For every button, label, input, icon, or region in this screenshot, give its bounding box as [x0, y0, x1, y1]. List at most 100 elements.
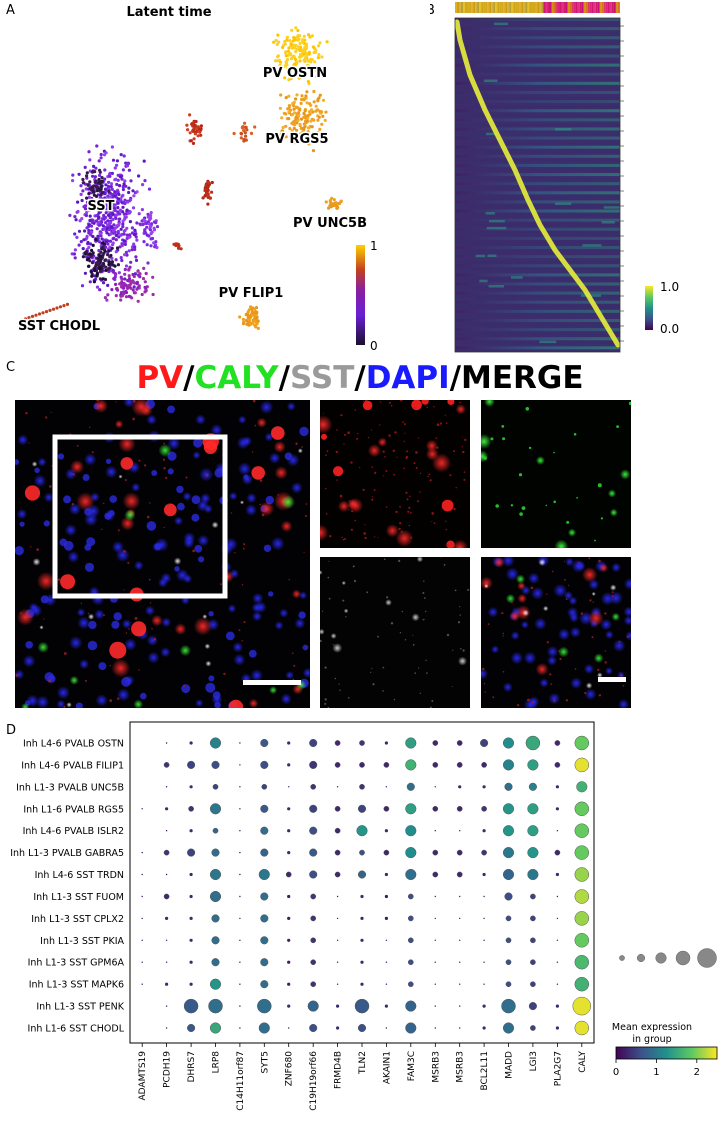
dot-mark [287, 916, 291, 920]
umap-point [81, 177, 85, 182]
cell-marker [379, 401, 382, 403]
cell-marker [463, 471, 466, 473]
heatmap-top-cell [503, 2, 506, 13]
umap-point [195, 127, 199, 131]
umap-point [122, 239, 127, 243]
cell-marker [398, 559, 401, 562]
umap-point [85, 255, 89, 259]
cell-marker [609, 591, 623, 605]
cell-marker [553, 583, 567, 598]
cell-marker [94, 609, 105, 620]
heatmap-row [455, 94, 620, 98]
cell-marker [569, 626, 581, 638]
dot-mark [187, 1023, 196, 1033]
heatmap-row [455, 87, 620, 92]
heatmap-top-cell [463, 2, 466, 13]
cell-marker [406, 498, 409, 501]
heatmap-row [455, 322, 620, 326]
group-label: Inh L4-6 PVALB FILIP1 [21, 760, 124, 771]
dot-mark [405, 803, 417, 815]
cell-marker [205, 660, 212, 667]
dot-mark [530, 981, 536, 988]
umap-point [122, 229, 126, 233]
umap-point [81, 247, 85, 251]
cell-marker [502, 635, 504, 637]
cell-marker [404, 639, 407, 641]
umap-point [132, 285, 136, 289]
umap-point [284, 135, 288, 139]
umap-point [310, 125, 314, 129]
heatmap-row [455, 18, 620, 22]
cell-marker [622, 684, 625, 687]
cell-marker [582, 567, 598, 583]
cell-marker [167, 468, 174, 475]
umap-point [99, 234, 103, 238]
umap-point [275, 42, 279, 47]
dot-mark [576, 781, 588, 793]
dot-mark [527, 803, 539, 815]
cell-marker [22, 654, 36, 668]
umap-point [48, 308, 52, 312]
umap-point [243, 131, 247, 135]
cell-marker [280, 520, 293, 533]
umap-point [292, 64, 296, 69]
umap-point [122, 232, 126, 236]
cell-marker [15, 674, 19, 677]
cell-marker [623, 606, 631, 618]
umap-point [232, 131, 236, 136]
panel-a-title: Latent time [126, 5, 211, 20]
umap-point [125, 226, 129, 230]
umap-point [295, 93, 299, 97]
dot-mark [239, 764, 241, 766]
dot-mark [360, 938, 364, 942]
umap-point [114, 213, 118, 217]
heatmap-row [455, 48, 620, 52]
umap-point [129, 279, 133, 283]
cell-marker [56, 699, 66, 708]
dot-mark [530, 937, 536, 944]
dot-mark [309, 826, 318, 835]
umap-point [138, 275, 142, 279]
umap-point [125, 253, 129, 257]
umap-point [143, 179, 147, 183]
cell-marker [436, 423, 440, 426]
cell-marker [167, 504, 170, 506]
umap-point [128, 233, 132, 237]
cell-marker [374, 536, 376, 538]
umap-point [92, 190, 96, 194]
dot-mark [405, 1022, 417, 1034]
gene-label: C14H11orf87 [236, 1051, 246, 1111]
dot-mark [504, 892, 513, 901]
umap-point [81, 181, 85, 185]
cell-marker [535, 456, 545, 465]
dot-mark [189, 894, 193, 899]
dot-mark [504, 782, 513, 791]
heatmap-row [455, 182, 620, 186]
umap-point [112, 223, 116, 227]
umap-point [302, 48, 307, 52]
cell-marker [288, 579, 290, 581]
umap-point [238, 315, 242, 319]
heatmap-top-cell [489, 2, 492, 13]
heatmap-row [455, 282, 620, 286]
heatmap-row [455, 179, 620, 183]
umap-point [111, 229, 115, 233]
cell-marker [558, 628, 571, 641]
cell-marker [433, 522, 436, 524]
dot-mark [502, 825, 515, 837]
umap-point [284, 96, 288, 100]
dot-mark [261, 783, 268, 790]
cell-marker [34, 467, 40, 473]
heatmap-top-cell [599, 2, 602, 13]
cell-marker [481, 576, 493, 590]
umap-point [95, 285, 100, 289]
umap-point [97, 215, 101, 219]
dot-mark [555, 785, 560, 789]
cell-marker [565, 557, 574, 567]
heatmap-row [455, 109, 620, 113]
dot-mark [385, 939, 388, 941]
heatmap-row [539, 340, 557, 344]
heatmap-row [455, 54, 620, 58]
cell-marker [326, 450, 329, 452]
dot-mark [188, 805, 194, 812]
